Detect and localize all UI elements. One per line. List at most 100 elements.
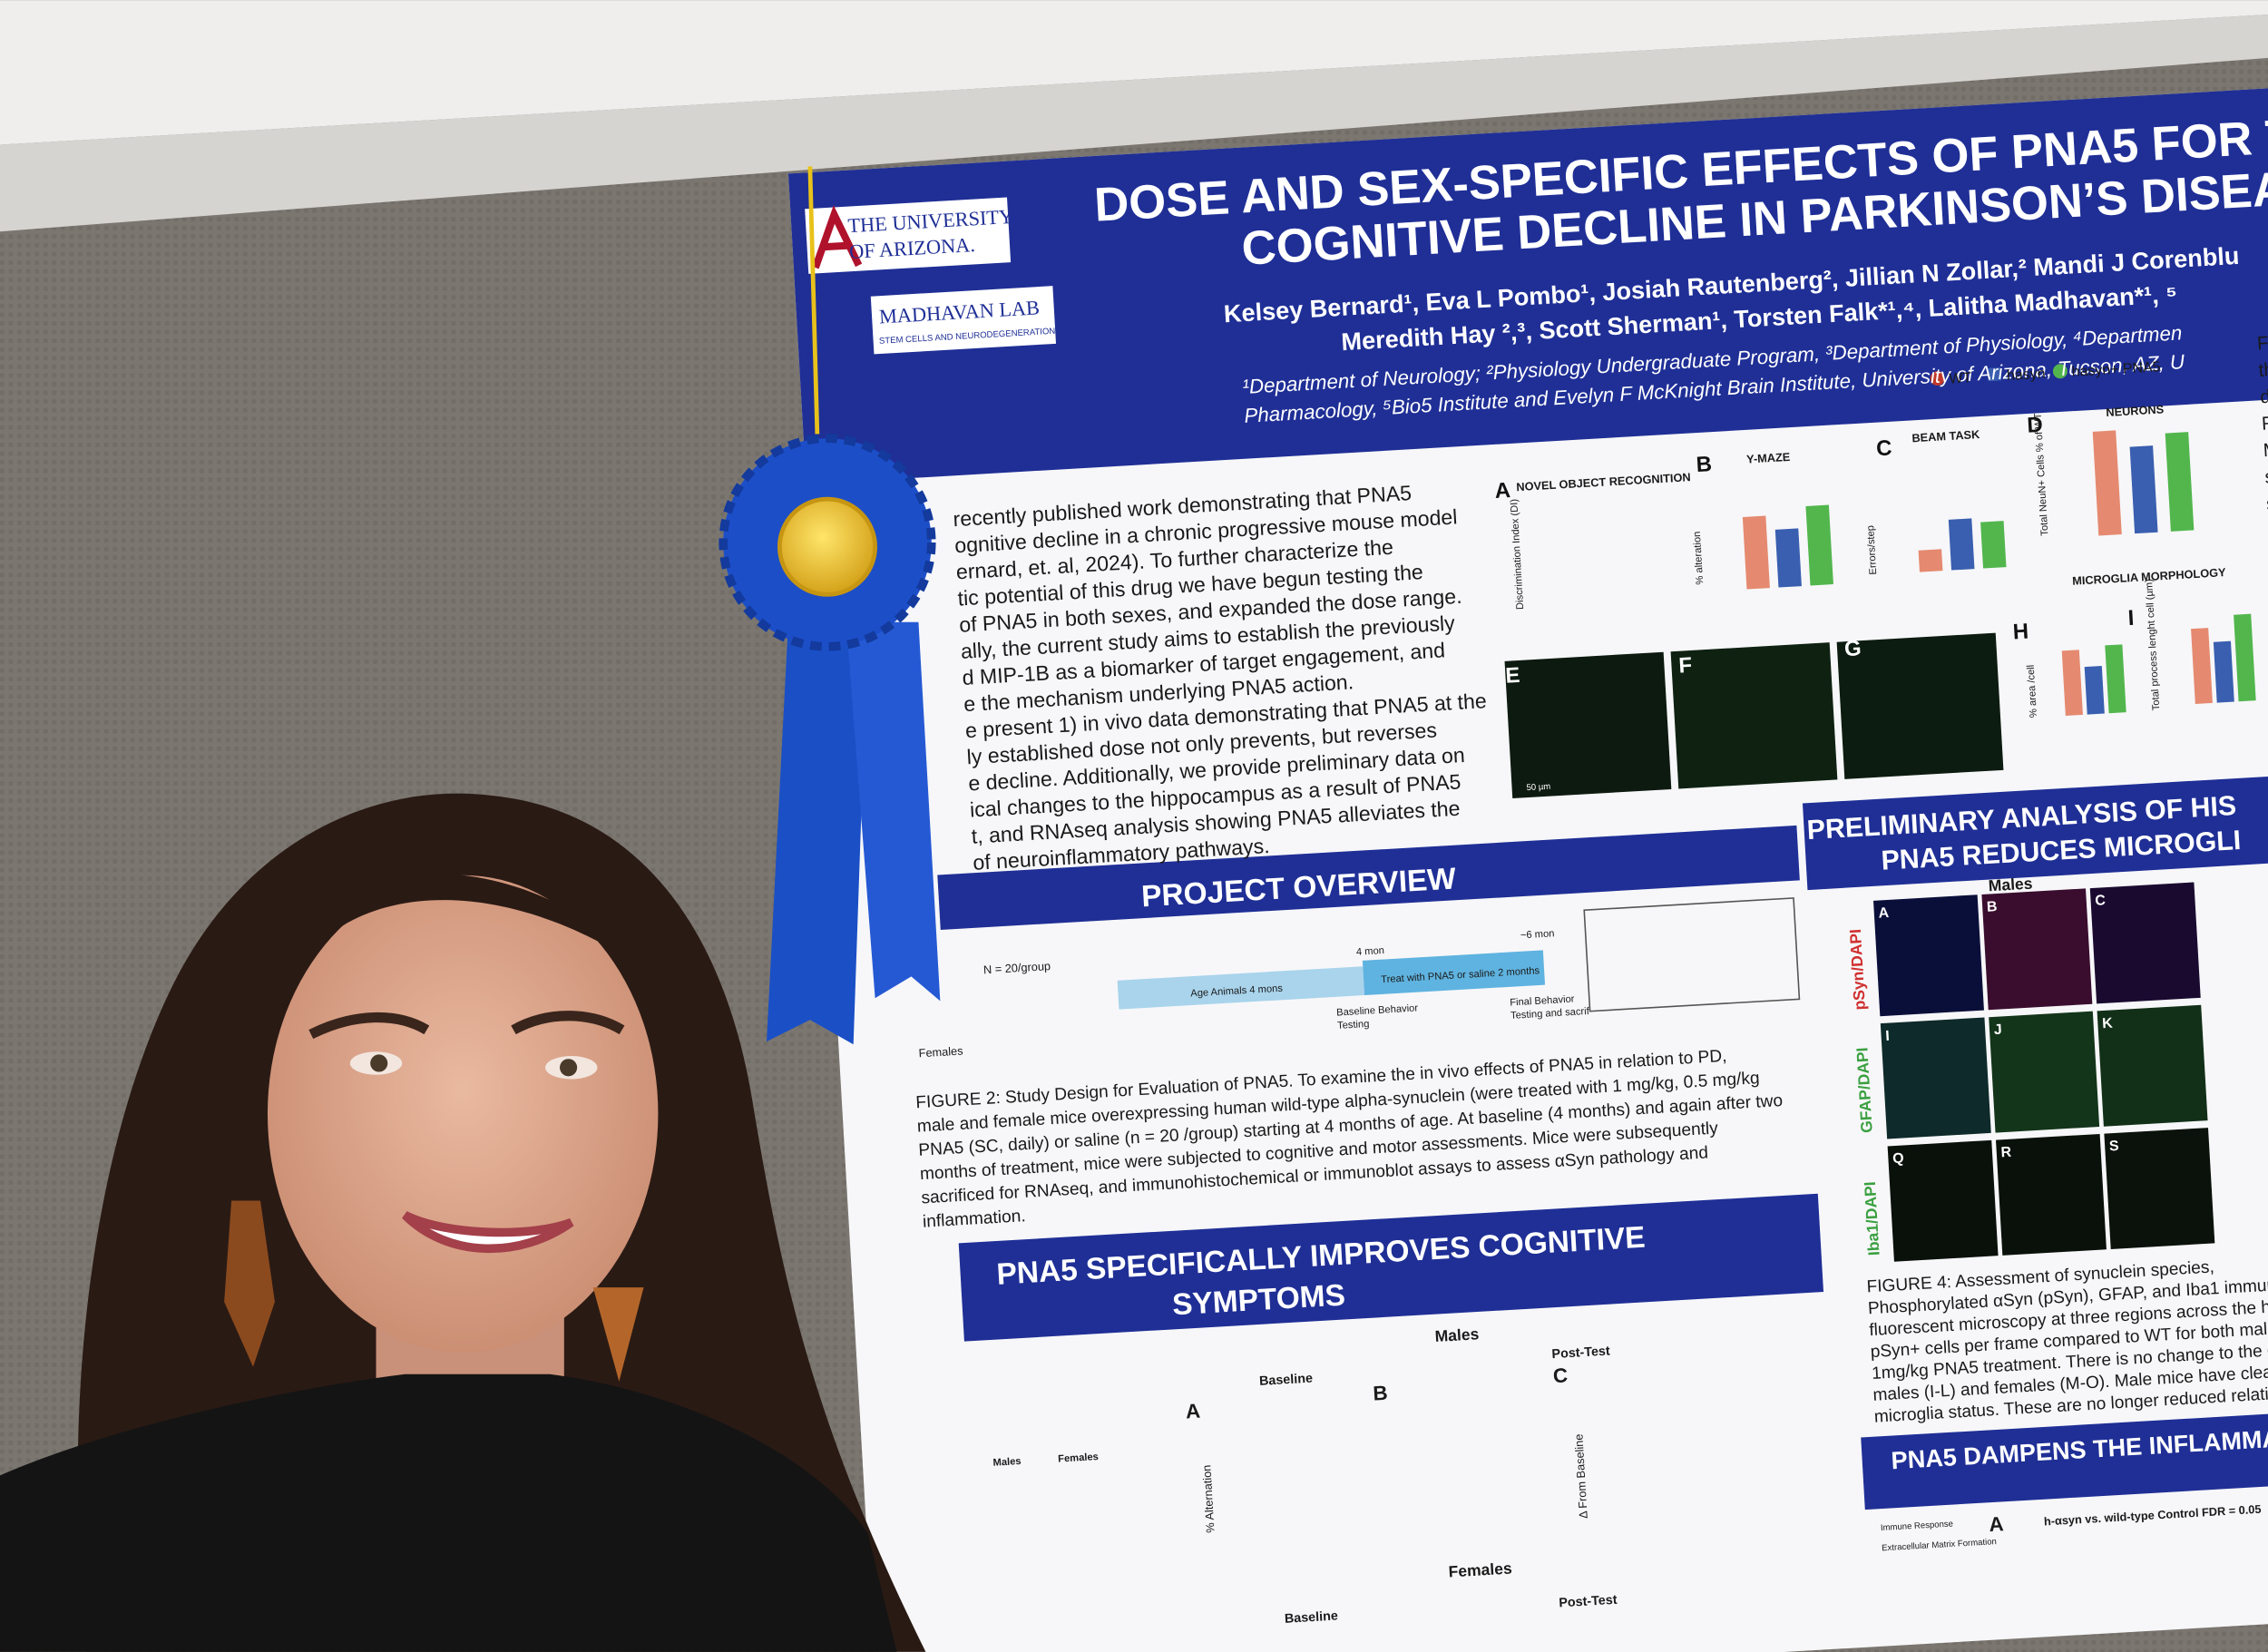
earring (592, 1287, 644, 1382)
eyebrow (308, 1012, 430, 1040)
hair-fringe (274, 873, 622, 1013)
turtleneck (0, 1373, 897, 1652)
panel-title: Y-MAZE (1746, 450, 1791, 466)
panel-label: C (1875, 435, 1892, 461)
side-text: tha (2258, 358, 2268, 381)
micrograph (2097, 1004, 2208, 1127)
panel-label: S (2109, 1139, 2120, 1155)
bar-shape (1918, 549, 1943, 572)
poster-text: Males (1988, 875, 2033, 895)
iris (370, 1054, 388, 1072)
bar-shape (2213, 640, 2234, 703)
row-label: Iba1/DAPI (1861, 1181, 1883, 1256)
timeline-treat (1362, 950, 1546, 996)
poster-header (787, 82, 2268, 484)
micrograph (2089, 882, 2201, 1004)
timeline-age (1117, 966, 1365, 1010)
iris (560, 1059, 578, 1077)
panel-label: H (2012, 620, 2029, 645)
bar-shape (2092, 430, 2122, 536)
panel-label: A (1989, 1512, 2005, 1536)
micrographs (1504, 632, 2215, 1262)
poster-text: Baseline (1285, 1608, 1339, 1626)
poster-text: Males (992, 1456, 1022, 1469)
panel-label: A (1185, 1400, 1201, 1423)
panel-label: K (2102, 1016, 2114, 1032)
eyebrow (511, 1011, 625, 1035)
micrograph (1996, 1133, 2107, 1256)
axis-label: % alteration (1692, 531, 1706, 585)
rosette-center (777, 496, 877, 597)
panel-label: I (1885, 1029, 1890, 1044)
ribbon (719, 166, 941, 1045)
legend-dot (2052, 364, 2068, 379)
poster-text: WT (1949, 370, 1972, 386)
bar-shape (2061, 650, 2083, 716)
inflammation-band (1861, 1403, 2268, 1510)
side-text: sp (2265, 493, 2268, 514)
bar-shape (2105, 644, 2126, 714)
frame-top (0, 15, 2268, 232)
logo-a (812, 205, 863, 269)
poster-text: Females (1448, 1559, 1512, 1580)
bar-shape (2234, 613, 2256, 702)
overview-band (937, 825, 1800, 930)
poster-text: Baseline Behavior (1336, 1002, 1419, 1018)
micrograph (1504, 651, 1672, 799)
panel-label: J (1993, 1022, 2002, 1038)
bar-shape (1980, 521, 2007, 569)
poster-text: Baseline (1259, 1372, 1314, 1389)
panel-label: A (1494, 478, 1511, 503)
poster-text: hasyn+ PNA5 (2071, 359, 2161, 380)
ribbon-string (807, 166, 820, 435)
side-text: Ma (2263, 439, 2268, 462)
poster-text: Testing (1337, 1019, 1370, 1031)
face (267, 875, 659, 1353)
panel-label: Q (1892, 1151, 1904, 1168)
ribbon-tail (846, 621, 941, 1002)
bar-shape (1742, 515, 1770, 590)
panel-label: D (2027, 413, 2044, 438)
panel-label: G (1843, 636, 1862, 661)
earring (224, 1200, 275, 1367)
axis-label: % area /cell (2026, 664, 2039, 718)
micrograph (1836, 632, 2004, 779)
bar-shape (1774, 528, 1802, 588)
panel-label: I (2127, 606, 2135, 630)
ceiling (0, 0, 2268, 145)
micrograph (1880, 1017, 1991, 1139)
bar-shape (1948, 518, 1975, 571)
bar-shape (2129, 445, 2158, 534)
micrograph (1989, 1011, 2100, 1133)
side-text: de (2260, 386, 2268, 407)
legend-dot (1930, 371, 1945, 386)
panel-label: C (1552, 1364, 1569, 1387)
bar-shape (2165, 432, 2195, 532)
side-text: sy (2264, 466, 2268, 488)
panel-label: C (2095, 893, 2107, 909)
side-text: Re (2261, 412, 2268, 434)
poster-text: 4 mon (1356, 945, 1385, 958)
panel-label: B (1987, 899, 1998, 915)
panel-label: F (1678, 653, 1693, 679)
timeline-box (1583, 897, 1801, 1012)
poster-text: Post-Test (1551, 1344, 1610, 1362)
poster-text: Age Animals 4 mons (1190, 983, 1284, 1000)
axis-label: % Alternation (1199, 1464, 1217, 1533)
micrograph (1981, 888, 2093, 1011)
person (0, 793, 926, 1652)
micrograph (1670, 642, 1838, 789)
bar-shape (2191, 628, 2213, 704)
panel-label: R (2000, 1145, 2012, 1161)
smile (402, 1211, 574, 1254)
poster-text: Males (1434, 1325, 1480, 1345)
panel-title: BEAM TASK (1911, 427, 1980, 445)
poster-text: Post-Test (1559, 1593, 1618, 1611)
micrograph (2104, 1128, 2215, 1250)
micrograph (1887, 1139, 1999, 1262)
poster-text: N = 20/group (983, 959, 1051, 976)
poster-text: Females (918, 1044, 963, 1061)
bar-shape (2084, 665, 2105, 715)
